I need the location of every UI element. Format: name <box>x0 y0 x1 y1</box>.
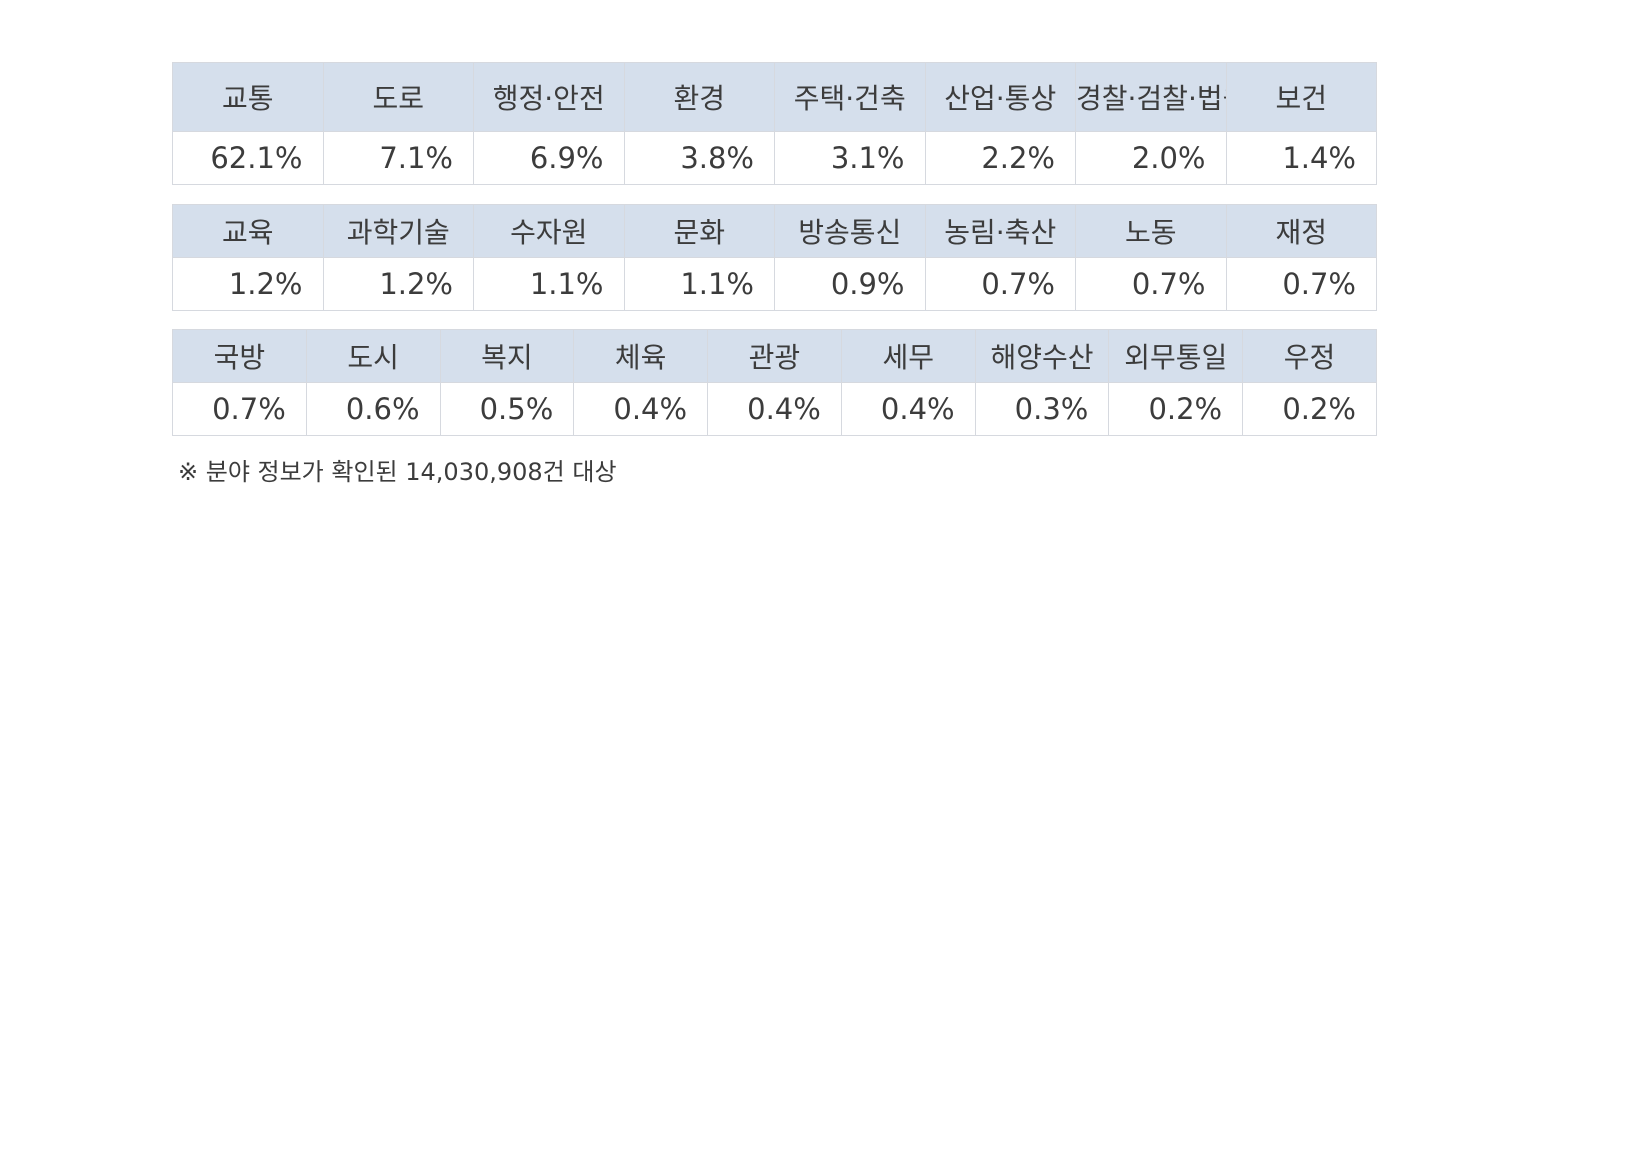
percentage-cell: 0.7% <box>924 257 1076 311</box>
category-header-row: 교통 도로 행정·안전 환경 주택·건축 산업·통상 경찰·검찰·법원 보건 <box>172 62 1377 132</box>
category-header: 국방 <box>172 329 307 383</box>
percentage-cell: 0.9% <box>774 257 926 311</box>
field-share-table-1: 교통 도로 행정·안전 환경 주택·건축 산업·통상 경찰·검찰·법원 보건 6… <box>172 62 1377 185</box>
category-header: 도로 <box>322 62 474 132</box>
category-header: 외무통일 <box>1108 329 1244 383</box>
category-header: 행정·안전 <box>473 62 625 132</box>
category-header: 노동 <box>1075 204 1227 258</box>
category-header: 도시 <box>305 329 441 383</box>
percentage-cell: 0.7% <box>1225 257 1377 311</box>
category-header: 문화 <box>623 204 775 258</box>
footnote: ※ 분야 정보가 확인된 14,030,908건 대상 <box>178 458 617 486</box>
category-header: 우정 <box>1242 329 1377 383</box>
percentage-cell: 2.0% <box>1075 131 1227 185</box>
percentage-cell: 0.4% <box>840 382 976 436</box>
percentage-cell: 1.2% <box>172 257 324 311</box>
percentage-cell: 3.1% <box>774 131 926 185</box>
category-header: 경찰·검찰·법원 <box>1075 62 1227 132</box>
category-header: 주택·건축 <box>774 62 926 132</box>
percentage-cell: 3.8% <box>623 131 775 185</box>
percentage-cell: 2.2% <box>924 131 1076 185</box>
percentage-cell: 0.4% <box>707 382 842 436</box>
category-header: 농림·축산 <box>924 204 1076 258</box>
category-header: 보건 <box>1225 62 1377 132</box>
category-header: 재정 <box>1225 204 1377 258</box>
category-header: 체육 <box>573 329 709 383</box>
category-header: 복지 <box>439 329 575 383</box>
percentage-cell: 0.3% <box>974 382 1110 436</box>
category-header-row: 교육 과학기술 수자원 문화 방송통신 농림·축산 노동 재정 <box>172 204 1377 258</box>
percentage-cell: 7.1% <box>322 131 474 185</box>
percentage-cell: 0.2% <box>1242 382 1377 436</box>
percentage-cell: 0.2% <box>1108 382 1244 436</box>
percentage-row: 1.2% 1.2% 1.1% 1.1% 0.9% 0.7% 0.7% 0.7% <box>172 257 1377 311</box>
category-header: 교육 <box>172 204 324 258</box>
percentage-row: 0.7% 0.6% 0.5% 0.4% 0.4% 0.4% 0.3% 0.2% … <box>172 382 1377 436</box>
category-header: 세무 <box>840 329 976 383</box>
category-header: 방송통신 <box>774 204 926 258</box>
category-header: 수자원 <box>473 204 625 258</box>
percentage-cell: 0.7% <box>172 382 307 436</box>
percentage-cell: 1.2% <box>322 257 474 311</box>
percentage-cell: 0.4% <box>573 382 709 436</box>
percentage-cell: 1.4% <box>1225 131 1377 185</box>
field-share-table-2: 교육 과학기술 수자원 문화 방송통신 농림·축산 노동 재정 1.2% 1.2… <box>172 204 1377 311</box>
category-header: 환경 <box>623 62 775 132</box>
percentage-cell: 1.1% <box>623 257 775 311</box>
category-header: 교통 <box>172 62 324 132</box>
field-share-table-3: 국방 도시 복지 체육 관광 세무 해양수산 외무통일 우정 0.7% 0.6%… <box>172 329 1377 436</box>
percentage-cell: 62.1% <box>172 131 324 185</box>
category-header: 관광 <box>707 329 842 383</box>
category-header: 산업·통상 <box>924 62 1076 132</box>
percentage-cell: 0.5% <box>439 382 575 436</box>
percentage-row: 62.1% 7.1% 6.9% 3.8% 3.1% 2.2% 2.0% 1.4% <box>172 131 1377 185</box>
percentage-cell: 0.6% <box>305 382 441 436</box>
percentage-cell: 1.1% <box>473 257 625 311</box>
percentage-cell: 0.7% <box>1075 257 1227 311</box>
percentage-cell: 6.9% <box>473 131 625 185</box>
category-header-row: 국방 도시 복지 체육 관광 세무 해양수산 외무통일 우정 <box>172 329 1377 383</box>
category-header: 과학기술 <box>322 204 474 258</box>
category-header: 해양수산 <box>974 329 1110 383</box>
